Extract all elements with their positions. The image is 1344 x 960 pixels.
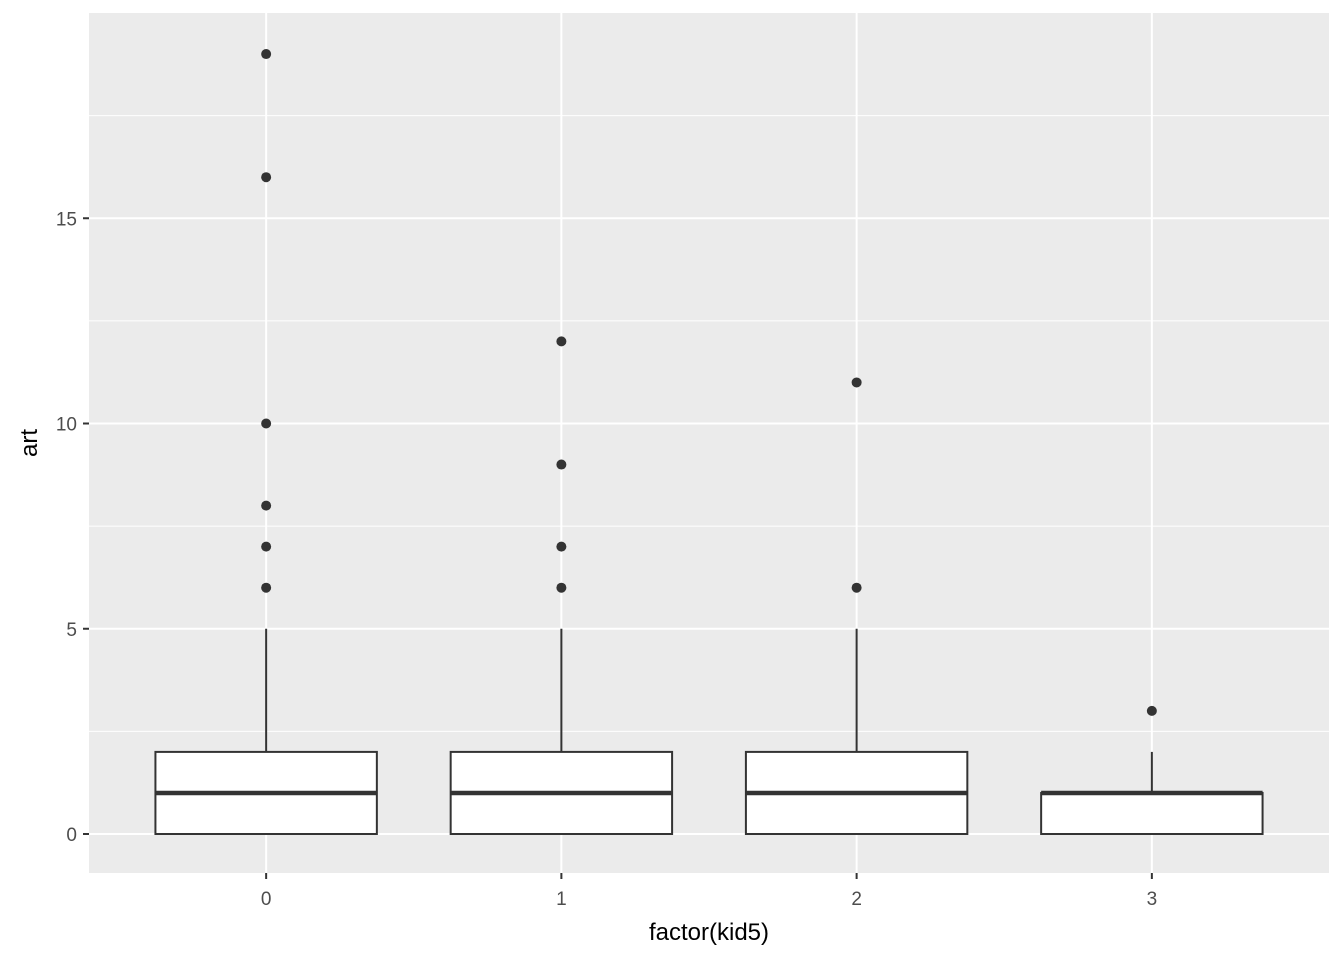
x-tick-label: 0 <box>261 889 272 910</box>
y-tick-label: 10 <box>56 415 77 436</box>
outlier-point <box>851 582 862 593</box>
y-axis: 0 5 10 15 <box>56 209 89 846</box>
box <box>1040 791 1264 836</box>
x-tick-label: 3 <box>1147 889 1158 910</box>
x-axis: 0 1 2 3 <box>261 873 1157 910</box>
outlier-point <box>261 541 272 552</box>
outlier-point <box>261 172 272 183</box>
x-tick-label: 1 <box>556 889 567 910</box>
outlier-point <box>556 582 567 593</box>
boxes <box>154 49 1264 836</box>
outlier-point <box>556 541 567 552</box>
minor-gridlines <box>89 115 1329 732</box>
outlier-point <box>261 582 272 593</box>
outlier-point <box>1146 705 1157 716</box>
x-axis-title: factor(kid5) <box>649 919 769 946</box>
box-group-0 <box>154 49 378 836</box>
outlier-point <box>261 418 272 429</box>
box-group-2 <box>744 377 969 836</box>
y-tick-label: 0 <box>66 825 77 846</box>
y-axis-title: art <box>16 429 43 457</box>
y-tick-label: 15 <box>56 209 77 230</box>
outlier-point <box>261 49 272 60</box>
plot-panel <box>89 13 1329 873</box>
box-group-1 <box>449 336 674 836</box>
outlier-point <box>851 377 862 388</box>
outlier-point <box>556 336 567 347</box>
y-tick-label: 5 <box>66 620 77 641</box>
outlier-point <box>261 500 272 511</box>
x-tick-label: 2 <box>851 889 862 910</box>
outlier-point <box>556 459 567 470</box>
box-group-3 <box>1040 705 1264 836</box>
